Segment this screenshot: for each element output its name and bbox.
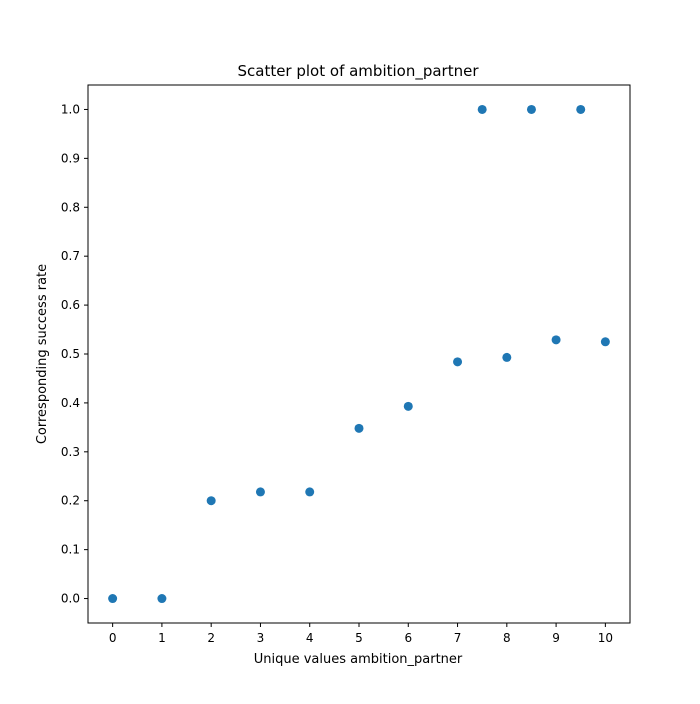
y-tick-label: 0.2 bbox=[61, 494, 80, 508]
scatter-point bbox=[157, 594, 167, 604]
x-tick-label: 7 bbox=[454, 631, 462, 645]
scatter-point bbox=[255, 487, 265, 497]
scatter-point bbox=[600, 337, 610, 347]
y-tick-label: 0.9 bbox=[61, 151, 80, 165]
scatter-point bbox=[305, 487, 315, 497]
x-tick-label: 3 bbox=[257, 631, 265, 645]
scatter-point bbox=[403, 401, 413, 411]
x-axis-label: Unique values ambition_partner bbox=[254, 652, 463, 667]
y-tick-label: 0.0 bbox=[61, 592, 80, 606]
scatter-point bbox=[576, 104, 586, 114]
x-tick-label: 8 bbox=[503, 631, 511, 645]
x-tick-label: 5 bbox=[355, 631, 363, 645]
y-tick-label: 1.0 bbox=[61, 102, 80, 116]
y-axis-ticks: 0.0 0.1 0.2 0.3 0.4 0.5 0.6 0.7 0.8 0.9 1.0 bbox=[61, 102, 88, 606]
scatter-point bbox=[206, 496, 216, 506]
x-tick-label: 0 bbox=[109, 631, 117, 645]
x-tick-label: 6 bbox=[404, 631, 412, 645]
scatter-point bbox=[502, 352, 512, 362]
x-tick-label: 10 bbox=[598, 631, 613, 645]
y-tick-label: 0.6 bbox=[61, 298, 80, 312]
scatter-point bbox=[551, 335, 561, 345]
x-tick-label: 4 bbox=[306, 631, 314, 645]
scatter-point bbox=[526, 104, 536, 114]
scatter-point bbox=[477, 104, 487, 114]
y-tick-label: 0.1 bbox=[61, 543, 80, 557]
y-axis-label: Corresponding success rate bbox=[35, 264, 50, 444]
data-points bbox=[108, 104, 610, 604]
scatter-point bbox=[453, 357, 463, 367]
y-tick-label: 0.8 bbox=[61, 200, 80, 214]
y-tick-label: 0.5 bbox=[61, 347, 80, 361]
y-tick-label: 0.7 bbox=[61, 249, 80, 263]
chart-title: Scatter plot of ambition_partner bbox=[237, 62, 479, 81]
y-tick-label: 0.3 bbox=[61, 445, 80, 459]
x-axis-ticks: 0 1 2 3 4 5 6 7 8 9 10 bbox=[109, 623, 613, 645]
y-tick-label: 0.4 bbox=[61, 396, 80, 410]
x-tick-label: 1 bbox=[158, 631, 166, 645]
x-tick-label: 9 bbox=[552, 631, 560, 645]
scatter-point bbox=[354, 423, 364, 433]
x-tick-label: 2 bbox=[207, 631, 215, 645]
scatter-point bbox=[108, 594, 118, 604]
